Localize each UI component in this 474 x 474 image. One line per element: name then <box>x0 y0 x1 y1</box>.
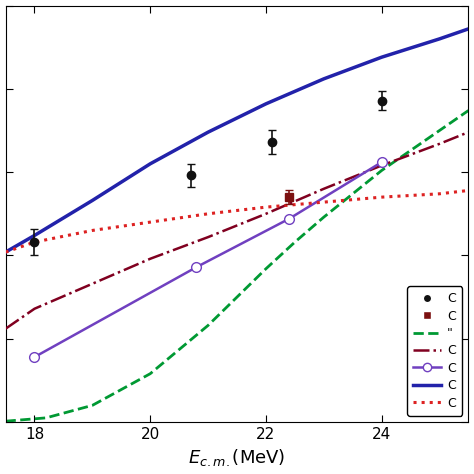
X-axis label: $E_{c.m.}$(MeV): $E_{c.m.}$(MeV) <box>188 447 286 468</box>
Legend: C, C, ", C, C, C, C: C, C, ", C, C, C, C <box>407 286 462 416</box>
